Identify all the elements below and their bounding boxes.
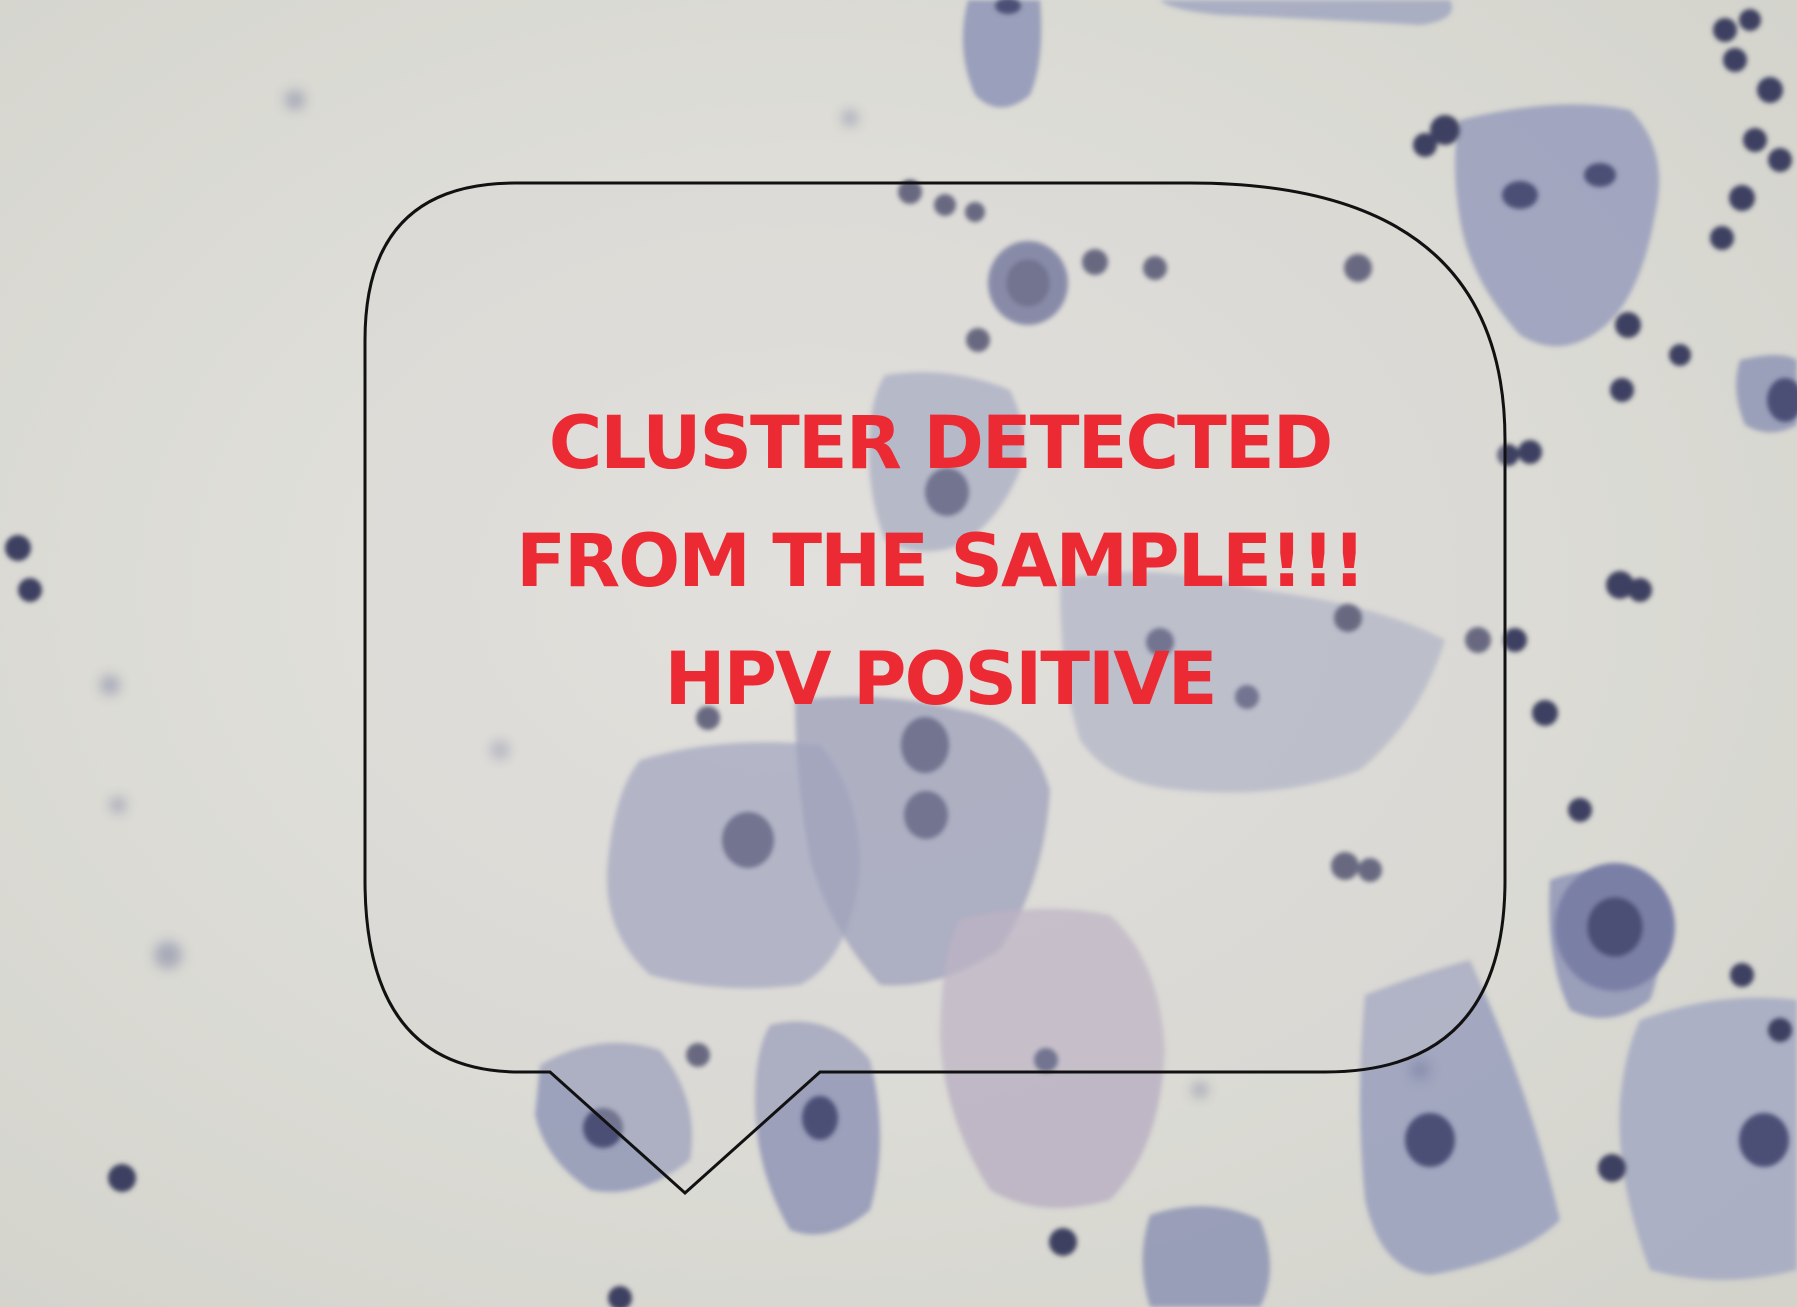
cell-nuclei [583, 0, 1797, 1167]
neutrophil [1768, 1018, 1792, 1042]
debris [100, 675, 120, 695]
neutrophil [1503, 628, 1527, 652]
neutrophil [18, 578, 42, 602]
neutrophil [608, 1286, 632, 1307]
callout-bubble [363, 181, 1507, 1196]
debris [110, 797, 126, 813]
squamous-cell [869, 372, 1024, 552]
debris [842, 110, 858, 126]
neutrophil [1568, 798, 1592, 822]
neutrophil [1615, 312, 1641, 338]
neutrophil [1143, 256, 1167, 280]
callout-line-3: HPV POSITIVE [664, 637, 1217, 722]
neutrophil [1344, 254, 1372, 282]
neutrophil [1465, 627, 1491, 653]
neutrophil [1723, 48, 1747, 72]
neutrophil [686, 1043, 710, 1067]
neutrophil [696, 706, 720, 730]
debris [285, 90, 305, 110]
neutrophil [1518, 440, 1542, 464]
squamous-cell [795, 696, 1050, 986]
debris [1410, 1060, 1430, 1080]
nucleus [1739, 1113, 1789, 1167]
neutrophil [1430, 115, 1460, 145]
nucleus [925, 468, 969, 516]
neutrophil [1669, 344, 1691, 366]
debris [154, 941, 182, 969]
neutrophil [1331, 852, 1359, 880]
squamous-cell [1619, 997, 1797, 1280]
squamous-cell [1360, 960, 1560, 1275]
neutrophil [1628, 578, 1652, 602]
nucleus [1146, 628, 1174, 656]
neutrophil [1082, 249, 1108, 275]
neutrophil [934, 194, 956, 216]
neutrophil [1598, 1154, 1626, 1182]
neutrophil [1334, 604, 1362, 632]
neutrophil [965, 202, 985, 222]
neutrophil [1730, 963, 1754, 987]
nucleus [1006, 259, 1050, 307]
nucleus [1034, 1048, 1058, 1072]
neutrophil [1743, 128, 1767, 152]
neutrophil [1768, 148, 1792, 172]
nucleus [1235, 685, 1259, 709]
debris [1192, 1082, 1208, 1098]
neutrophil [108, 1164, 136, 1192]
neutrophil [1606, 571, 1634, 599]
neutrophil [898, 180, 922, 204]
neutrophil [1532, 700, 1558, 726]
neutrophil [1049, 1228, 1077, 1256]
squamous-cell [962, 0, 1042, 108]
nucleus [1587, 897, 1643, 957]
neutrophil [5, 535, 31, 561]
nucleus [995, 0, 1021, 14]
debris-specks [100, 90, 1430, 1098]
inflammatory-cells [5, 9, 1792, 1307]
nucleus [802, 1096, 838, 1140]
nucleus [1767, 378, 1797, 422]
nucleus [1584, 163, 1616, 187]
neutrophil [1757, 77, 1783, 103]
neutrophil [966, 328, 990, 352]
neutrophil [1610, 378, 1634, 402]
squamous-cell [1142, 1206, 1270, 1307]
nucleus [904, 791, 948, 839]
callout-line-2: FROM THE SAMPLE!!! [516, 519, 1366, 604]
squamous-cell [1160, 0, 1452, 25]
neutrophil [1739, 9, 1761, 31]
squamous-cell [606, 742, 860, 989]
neutrophil [1413, 133, 1437, 157]
nucleus [901, 717, 949, 773]
neutrophil [1729, 185, 1755, 211]
nucleus [722, 812, 774, 868]
debris [490, 740, 510, 760]
nucleus [583, 1108, 623, 1148]
nucleus [1502, 181, 1538, 209]
callout-line-1: CLUSTER DETECTED [548, 401, 1334, 486]
nucleus [1405, 1113, 1455, 1167]
neutrophil [1358, 858, 1382, 882]
neutrophil [1713, 18, 1737, 42]
neutrophil [1710, 226, 1734, 250]
callout-text: CLUSTER DETECTED FROM THE SAMPLE!!! HPV … [370, 385, 1510, 739]
neutrophil [1497, 444, 1519, 466]
